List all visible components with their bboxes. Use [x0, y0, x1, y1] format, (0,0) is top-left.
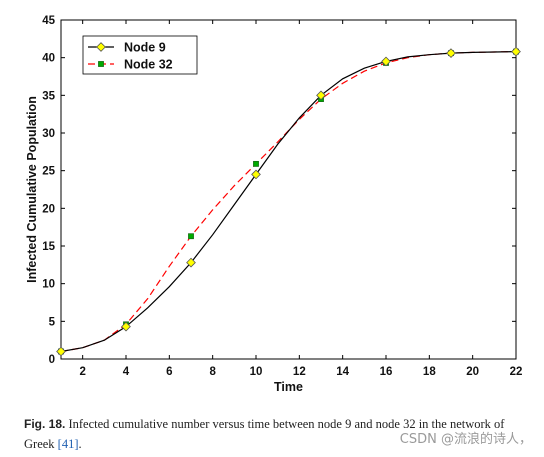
y-axis-title: Infected Cumulative Population — [25, 96, 39, 283]
y-tick-label: 10 — [42, 279, 55, 291]
data-point-node-9 — [56, 346, 66, 357]
x-tick-label: 4 — [123, 366, 130, 378]
y-tick-label: 25 — [42, 166, 55, 178]
y-tick-label: 5 — [49, 316, 56, 328]
data-point-node-32 — [253, 160, 259, 167]
plot-frame — [60, 19, 517, 360]
data-point-node-9 — [251, 169, 261, 180]
series-line-node-9 — [60, 51, 517, 353]
data-point-node-9 — [511, 46, 521, 57]
caption-end: . — [78, 437, 82, 451]
data-point-node-9 — [381, 56, 391, 67]
x-tick-label: 20 — [466, 366, 479, 378]
legend-label-node-32: Node 32 — [124, 58, 173, 72]
caption-text: Infected cumulative number versus time b… — [24, 417, 505, 451]
data-point-node-9 — [446, 48, 456, 59]
x-tick-label: 8 — [209, 366, 216, 378]
legend-box — [82, 35, 198, 75]
series-line-node-32 — [60, 51, 517, 353]
x-axis-title: Time — [274, 380, 303, 394]
legend: Node 9 Node 32 — [82, 35, 198, 75]
figure-label: Fig. 18. — [24, 417, 66, 431]
y-tick-label: 20 — [42, 203, 55, 215]
x-tick-label: 16 — [380, 366, 393, 378]
caption-reference-link[interactable]: [41] — [57, 437, 79, 451]
x-tick-label: 14 — [336, 366, 349, 378]
x-tick-label: 6 — [166, 366, 172, 378]
x-tick-label: 22 — [510, 366, 523, 378]
series-lines — [60, 51, 517, 353]
data-point-node-9 — [121, 321, 131, 332]
data-point-node-9 — [186, 257, 196, 268]
line-chart: 2 4 6 8 10 12 14 16 18 20 22 0 5 10 15 20 25 30 35 40 45 Tim… — [25, 15, 522, 394]
y-tick-label: 35 — [42, 90, 55, 102]
legend-marker-node-9 — [96, 42, 106, 52]
x-tick-label: 18 — [423, 366, 436, 378]
data-point-node-9 — [316, 90, 326, 101]
figure-caption: Fig. 18. Infected cumulative number vers… — [24, 414, 524, 454]
legend-label-node-9: Node 9 — [124, 41, 166, 55]
y-tick-label: 0 — [49, 354, 55, 366]
x-tick-label: 10 — [250, 366, 263, 378]
y-tick-label: 15 — [42, 241, 55, 253]
data-point-node-32 — [188, 233, 194, 240]
x-tick-label: 12 — [293, 366, 306, 378]
legend-marker-node-32 — [98, 61, 104, 67]
axis-ticks: 2 4 6 8 10 12 14 16 18 20 22 0 5 10 15 20 25 30 35 40 45 — [42, 15, 522, 378]
y-tick-label: 45 — [42, 15, 55, 27]
y-tick-label: 30 — [42, 128, 55, 140]
y-tick-label: 40 — [42, 53, 55, 65]
watermark: CSDN @流浪的诗人， — [399, 432, 532, 447]
series-markers — [56, 46, 521, 357]
x-tick-label: 2 — [79, 366, 85, 378]
